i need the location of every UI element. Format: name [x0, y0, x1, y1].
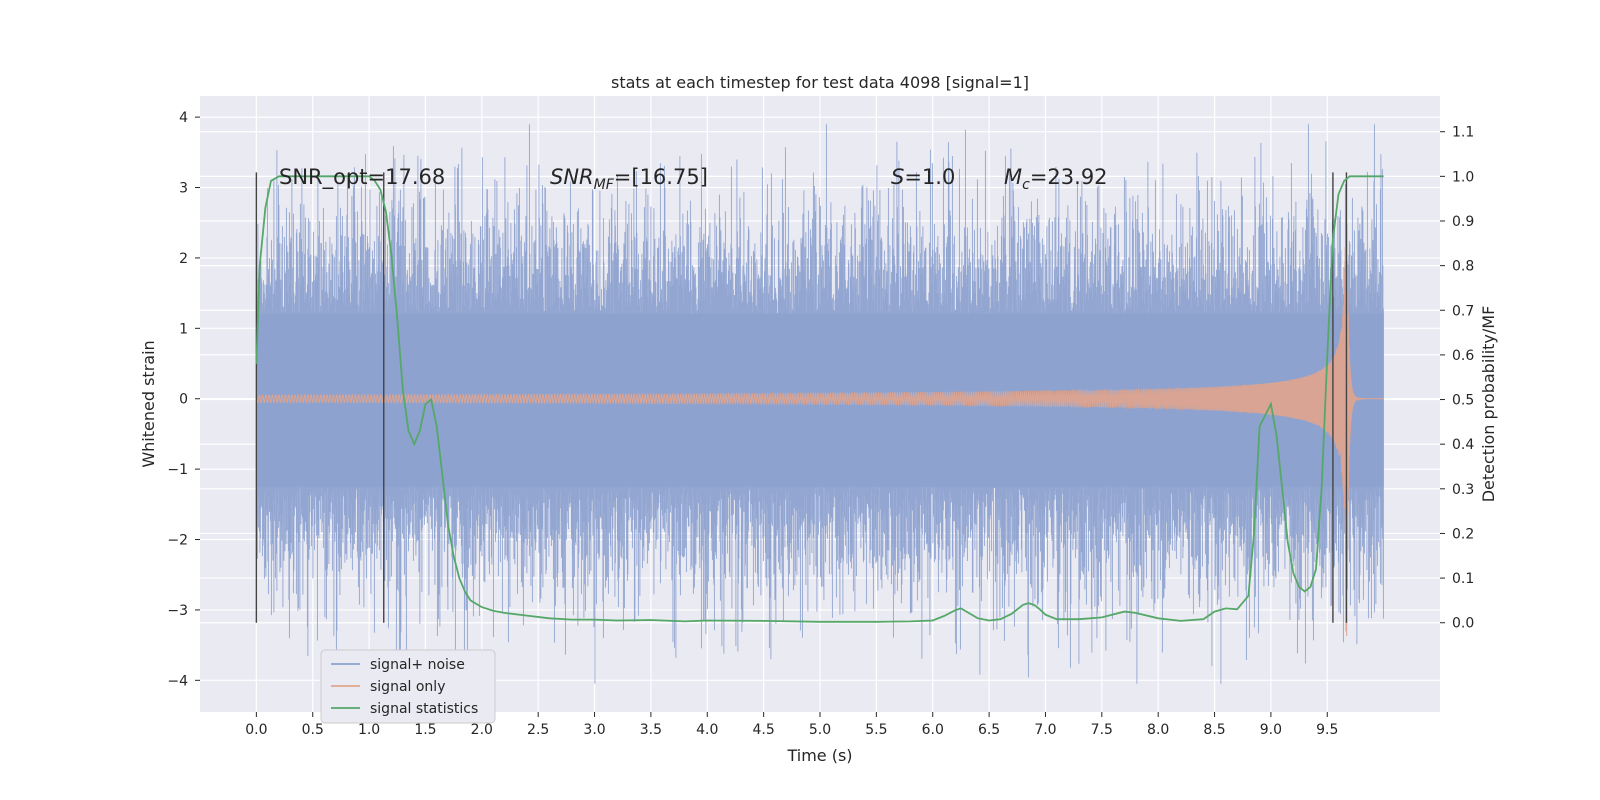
- y-right-tick-label: 1.1: [1452, 125, 1474, 141]
- x-tick-label: 0.5: [302, 722, 324, 738]
- x-tick-label: 7.0: [1034, 722, 1056, 738]
- s-value: =1.0: [904, 165, 955, 189]
- x-tick-label: 5.0: [809, 722, 831, 738]
- annotation-snr-mf: SNRMF=[16.75]: [550, 165, 708, 193]
- y-left-axis-ticks: −4 −3 −2 −1 0 1 2 3 4: [167, 110, 200, 689]
- y-left-tick-label: −4: [167, 673, 188, 689]
- y-right-tick-label: 0.9: [1452, 214, 1474, 230]
- snr-mf-value: =[16.75]: [614, 165, 708, 189]
- x-tick-label: 9.5: [1316, 722, 1338, 738]
- x-tick-label: 3.5: [640, 722, 662, 738]
- x-tick-label: 4.0: [696, 722, 718, 738]
- legend-label-signal-only: signal only: [370, 679, 445, 695]
- y-left-tick-label: 4: [179, 110, 188, 126]
- x-tick-label: 8.5: [1203, 722, 1225, 738]
- annotation-snr-opt: SNR_opt=17.68: [279, 165, 445, 190]
- x-tick-label: 5.5: [865, 722, 887, 738]
- signal-statistics-line: [255, 175, 1384, 623]
- chart-title: stats at each timestep for test data 409…: [611, 73, 1029, 92]
- x-tick-label: 9.0: [1260, 722, 1282, 738]
- x-tick-label: 4.5: [753, 722, 775, 738]
- y-right-axis-label: Detection probability/MF: [1479, 306, 1498, 503]
- y-right-tick-label: 1.0: [1452, 169, 1474, 185]
- mc-subscript: c: [1022, 177, 1030, 193]
- y-right-tick-label: 0.2: [1452, 526, 1474, 542]
- y-right-axis-ticks: 0.0 0.1 0.2 0.3 0.4 0.5 0.6 0.7 0.8 0.9 1.0 1.1: [1440, 125, 1474, 632]
- y-left-tick-label: −2: [167, 533, 188, 549]
- y-right-tick-label: 0.3: [1452, 482, 1474, 498]
- y-left-tick-label: −1: [167, 462, 188, 478]
- y-left-tick-label: 0: [179, 392, 188, 408]
- x-tick-label: 8.0: [1147, 722, 1169, 738]
- y-right-tick-label: 0.4: [1452, 437, 1474, 453]
- y-right-tick-label: 0.0: [1452, 616, 1474, 632]
- x-tick-label: 2.0: [471, 722, 493, 738]
- mc-value: =23.92: [1030, 165, 1108, 189]
- legend: signal+ noise signal only signal statist…: [320, 649, 496, 724]
- x-tick-label: 2.5: [527, 722, 549, 738]
- x-tick-label: 7.5: [1091, 722, 1113, 738]
- x-tick-label: 6.5: [978, 722, 1000, 738]
- y-left-tick-label: 2: [179, 251, 188, 267]
- snr-mf-symbol: SNR: [550, 165, 594, 189]
- x-axis-ticks: 0.0 0.5 1.0 1.5 2.0 2.5 3.0 3.5 4.0 4.5 5.0 5.5 6.0 6…: [245, 712, 1338, 738]
- signal-only-line: [255, 185, 1384, 637]
- annotation-s: S=1.0: [891, 165, 955, 189]
- y-right-tick-label: 0.1: [1452, 571, 1474, 587]
- legend-label-signal-noise: signal+ noise: [370, 657, 465, 673]
- y-right-tick-label: 0.5: [1452, 393, 1474, 409]
- x-tick-label: 1.0: [358, 722, 380, 738]
- signal-only-series: [255, 185, 1384, 637]
- signal-statistics-series: [255, 175, 1384, 623]
- legend-frame: [320, 649, 496, 724]
- x-tick-label: 3.0: [583, 722, 605, 738]
- s-symbol: S: [891, 165, 904, 189]
- x-tick-label: 1.5: [414, 722, 436, 738]
- annotation-mc: Mc=23.92: [1004, 165, 1108, 193]
- y-left-axis-label: Whitened strain: [139, 340, 158, 467]
- snr-mf-subscript: MF: [594, 177, 615, 193]
- x-tick-label: 0.0: [245, 722, 267, 738]
- y-right-tick-label: 0.7: [1452, 303, 1474, 319]
- x-axis-label: Time (s): [786, 746, 852, 765]
- x-tick-label: 6.0: [922, 722, 944, 738]
- legend-label-signal-statistics: signal statistics: [370, 701, 478, 717]
- y-left-tick-label: 1: [179, 321, 188, 337]
- vertical-lines: [255, 172, 1348, 623]
- y-left-tick-label: 3: [179, 181, 188, 197]
- y-right-tick-label: 0.8: [1452, 259, 1474, 275]
- y-left-tick-label: −3: [167, 603, 188, 619]
- y-right-tick-label: 0.6: [1452, 348, 1474, 364]
- mc-symbol: M: [1004, 165, 1022, 189]
